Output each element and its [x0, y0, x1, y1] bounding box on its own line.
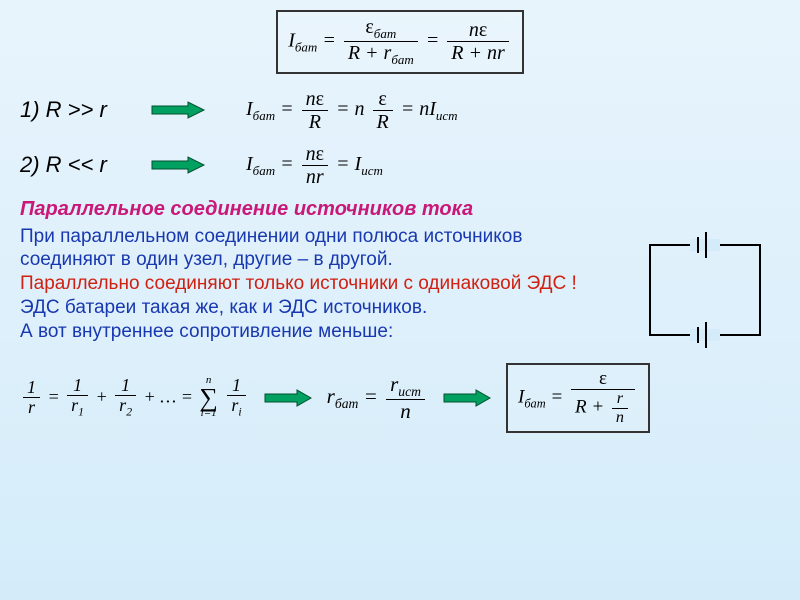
rs-dots: …	[160, 386, 176, 406]
rhs-num-n: n	[469, 19, 479, 41]
frac-mid: εбат R + rбат	[344, 16, 418, 68]
case2-formula: Iбат = nε nr = Iист	[246, 143, 383, 188]
eps-bat-num: ε	[365, 16, 373, 38]
main-formula-row: Iбат = εбат R + rбат = nε R + nr	[20, 10, 780, 74]
r-bat-formula: rбат = rистn	[327, 373, 428, 423]
rhs-num-eps: ε	[479, 19, 487, 41]
rhs-den: R + nr	[447, 42, 509, 64]
var-I: I	[288, 29, 295, 51]
ib-frac: ε R + rn	[571, 369, 635, 427]
ib-sub: бат	[524, 396, 545, 410]
c2-frac1: nε nr	[302, 143, 328, 188]
arrow-icon	[150, 155, 206, 175]
text-and-diagram: При параллельном соединении одни полюса …	[20, 225, 780, 355]
warn-text: Параллельно соединяют только источники с…	[20, 272, 622, 296]
c2-ist: ист	[361, 163, 383, 178]
c1-eps1: ε	[316, 88, 324, 110]
rb-sub: бат	[335, 396, 359, 411]
rb-r: r	[327, 384, 335, 408]
case2-row: 2) R << r Iбат = nε nr = Iист	[20, 143, 780, 188]
c1-den1: R	[302, 111, 328, 133]
resist-sum-formula: 1r = 1r1 + 1r2 + … = n ∑ i=1 1ri	[20, 376, 249, 420]
sub-bat: бат	[295, 39, 317, 54]
case1-label: 1) R >> r	[20, 97, 150, 123]
rs-r2s: 2	[126, 406, 132, 419]
sigma-icon: n ∑ i=1	[199, 376, 218, 419]
rs-1b: 1	[115, 376, 136, 397]
c2-n1: n	[306, 143, 316, 165]
arrow-icon	[442, 388, 492, 408]
c2-eps1: ε	[316, 143, 324, 165]
c2-I: I	[246, 153, 253, 175]
c1-frac1: nε R	[302, 88, 328, 133]
ib-n: n	[612, 409, 628, 427]
sum-bot: i=1	[199, 409, 218, 419]
den-R: R	[348, 42, 360, 64]
case1-formula: Iбат = nε R = n ε R = nIист	[246, 88, 458, 133]
rb-den: n	[386, 400, 425, 423]
i-bat-final-box: Iбат = ε R + rn	[506, 363, 650, 433]
case1-row: 1) R >> r Iбат = nε R = n ε R = nIист	[20, 88, 780, 133]
rs-r1s: 1	[78, 406, 84, 419]
rs-1: 1	[23, 378, 40, 399]
rs-1c: 1	[227, 376, 245, 397]
c1-eps2: ε	[373, 88, 393, 111]
c2-den1: nr	[302, 166, 328, 188]
section-heading: Параллельное соединение источников тока	[20, 198, 780, 221]
den-r-sub: бат	[391, 52, 413, 67]
para1: При параллельном соединении одни полюса …	[20, 225, 622, 273]
c1-n2: n	[355, 98, 365, 120]
c1-I: I	[246, 98, 253, 120]
para2a: ЭДС батареи такая же, как и ЭДС источник…	[20, 296, 622, 320]
frac-rhs: nε R + nr	[447, 19, 509, 64]
main-formula-box: Iбат = εбат R + rбат = nε R + nr	[276, 10, 524, 74]
c1-nI: nI	[419, 98, 436, 120]
c1-frac2: ε R	[373, 88, 393, 133]
circuit-diagram	[630, 225, 780, 355]
ib-eps: ε	[571, 369, 635, 391]
c1-den2: R	[373, 111, 393, 133]
c1-I-sub: бат	[253, 108, 275, 123]
bottom-formulas-row: 1r = 1r1 + 1r2 + … = n ∑ i=1 1ri rбат = …	[20, 363, 780, 433]
text-column: При параллельном соединении одни полюса …	[20, 225, 622, 344]
rs-1a: 1	[67, 376, 88, 397]
para2b: А вот внутреннее сопротивление меньше:	[20, 320, 622, 344]
rb-num-sub: ист	[398, 384, 421, 399]
c1-ist: ист	[436, 108, 458, 123]
rs-ris: i	[238, 406, 241, 419]
arrow-icon	[150, 100, 206, 120]
arrow-icon	[263, 388, 313, 408]
eps-bat-sub: бат	[374, 26, 396, 41]
ib-R: R	[575, 397, 587, 418]
c2-I-sub: бат	[253, 163, 275, 178]
c1-n1: n	[306, 88, 316, 110]
rs-r: r	[23, 398, 40, 418]
ib-r: r	[612, 390, 628, 409]
case2-label: 2) R << r	[20, 152, 150, 178]
